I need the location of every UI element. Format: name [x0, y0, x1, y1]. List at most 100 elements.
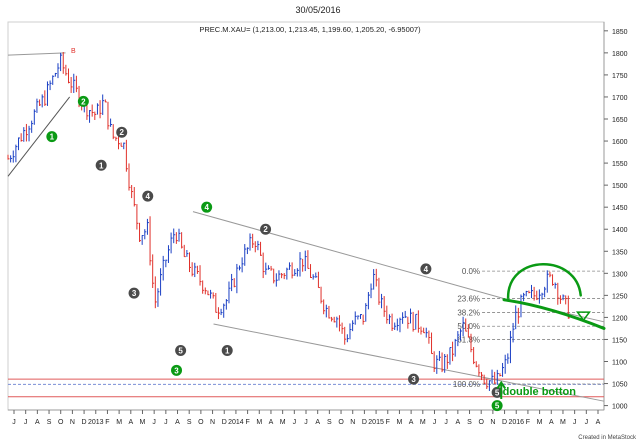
x-tick-label: A [456, 419, 461, 426]
x-tick-label: 2015 [368, 419, 384, 426]
wave-marker-gray [420, 263, 432, 275]
x-tick-label: 2013 [88, 419, 104, 426]
wave-marker-gray [260, 223, 272, 235]
fibonacci-retracement: 0.0%23.6%38.2%50.0%61.8%100.0% [453, 267, 604, 389]
x-tick-label: D [362, 419, 367, 426]
support-levels [8, 378, 604, 398]
x-tick-label: N [350, 419, 355, 426]
green-down-arrow [575, 311, 591, 322]
y-tick-label: 1450 [612, 205, 628, 212]
x-tick-label: A [269, 419, 274, 426]
top-trendline [7, 52, 66, 56]
wave-marker-green [77, 95, 89, 107]
wave-marker-gray-label: 2 [119, 128, 124, 137]
y-axis-ticks: 1000 1050 1100 1150 1200 1250 1300 1350 1400 1450… [604, 29, 628, 411]
hand-drawn-annotations: double botton [496, 263, 606, 399]
fib-level-label: 61.8% [457, 335, 480, 344]
x-tick-label: A [409, 419, 414, 426]
x-axis-ticks: J J A S O N D 2013 F M A M J J A S O N D 2014 F M A M J J A S O N D 201… [12, 410, 601, 426]
x-tick-label: J [164, 419, 168, 426]
x-tick-label: M [420, 419, 426, 426]
wave-marker-gray [116, 126, 128, 138]
x-tick-label: M [397, 419, 403, 426]
x-tick-label: J [433, 419, 437, 426]
double-bottom-text: double botton [503, 386, 577, 398]
x-tick-label: F [526, 419, 530, 426]
y-tick-label: 1200 [612, 315, 628, 322]
wave-marker-gray [221, 344, 233, 356]
wave-marker-gray-label: 1 [99, 161, 104, 170]
x-tick-label: F [245, 419, 249, 426]
x-tick-label: A [128, 419, 133, 426]
green-neckline [502, 298, 606, 330]
footer-credit: Created in MetaStock [578, 435, 637, 441]
wave-marker-green [171, 364, 183, 376]
x-tick-label: S [327, 419, 332, 426]
x-tick-label: J [444, 419, 448, 426]
wave-marker-gray-label: 3 [411, 375, 416, 384]
y-tick-label: 1150 [612, 337, 627, 344]
wave-marker-green-label: 1 [50, 133, 55, 142]
b-marker: B [71, 48, 76, 55]
wave-marker-green [491, 400, 503, 412]
y-tick-label: 1100 [612, 360, 627, 367]
channel-upper-line [192, 211, 509, 301]
x-tick-label: J [24, 419, 28, 426]
y-tick-label: 1500 [612, 183, 628, 190]
x-tick-label: S [187, 419, 192, 426]
y-tick-label: 1800 [612, 51, 628, 58]
wave-marker-gray-label: 2 [263, 225, 268, 234]
channel-lower-line [213, 323, 605, 402]
x-tick-label: M [280, 419, 286, 426]
fib-level-label: 38.2% [457, 309, 480, 318]
x-tick-label: M [116, 419, 122, 426]
wave-marker-gray [491, 386, 503, 398]
wave-marker-green-label: 2 [81, 97, 86, 106]
early-support-trendline [7, 96, 71, 177]
y-tick-label: 1750 [612, 73, 628, 80]
wave-marker-gray [95, 159, 107, 171]
wave-marker-green [46, 131, 58, 143]
y-tick-label: 1550 [612, 161, 628, 168]
y-tick-label: 1250 [612, 293, 628, 300]
wave-marker-gray-label: 4 [424, 265, 429, 274]
wave-marker-gray [142, 190, 154, 202]
x-tick-label: F [105, 419, 109, 426]
x-tick-label: N [490, 419, 495, 426]
x-tick-label: M [537, 419, 543, 426]
elliott-wave-labels: 1 2 4 3 5 1 2 4 3 5 1 2 4 3 5 [46, 95, 503, 412]
y-tick-label: 1600 [612, 139, 628, 146]
x-tick-label: S [467, 419, 472, 426]
y-tick-label: 1050 [612, 382, 628, 389]
wave-marker-gray [175, 344, 187, 356]
wave-marker-gray-label: 1 [225, 346, 230, 355]
fib-level-label: 0.0% [462, 267, 480, 276]
x-tick-label: A [315, 419, 320, 426]
y-tick-label: 1850 [612, 29, 628, 36]
x-tick-label: M [560, 419, 566, 426]
price-bars: B [7, 48, 570, 391]
fib-level-label: 100.0% [453, 380, 480, 389]
y-tick-label: 1300 [612, 271, 628, 278]
x-tick-label: D [222, 419, 227, 426]
wave-marker-green-label: 4 [204, 203, 209, 212]
wave-marker-gray-label: 3 [132, 289, 137, 298]
wave-marker-gray-label: 5 [178, 346, 183, 355]
green-arc [506, 263, 582, 299]
x-tick-label: O [478, 419, 484, 426]
x-tick-label: N [210, 419, 215, 426]
x-tick-label: 2014 [228, 419, 244, 426]
wave-marker-green-label: 5 [495, 402, 500, 411]
x-tick-label: F [386, 419, 390, 426]
fib-level-label: 23.6% [457, 294, 480, 303]
y-tick-label: 1000 [612, 404, 628, 411]
x-tick-label: A [175, 419, 180, 426]
x-tick-label: A [549, 419, 554, 426]
wave-marker-gray [408, 373, 420, 385]
x-tick-label: J [293, 419, 297, 426]
x-tick-label: J [585, 419, 589, 426]
y-tick-label: 1650 [612, 117, 628, 124]
green-up-arrow-head [496, 380, 507, 390]
wave-marker-green [201, 201, 213, 213]
